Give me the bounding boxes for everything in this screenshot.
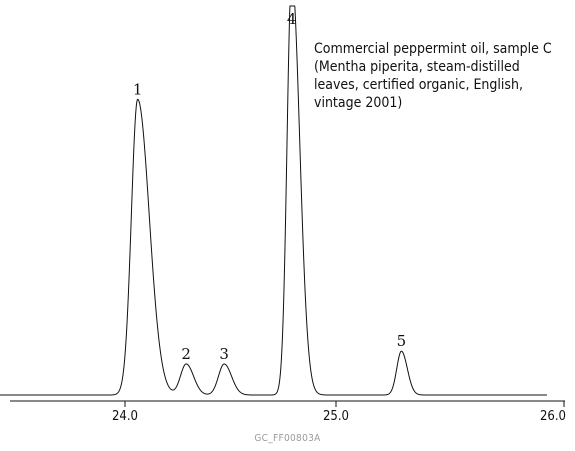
x-axis-ticks: 24.0 25.0 26.0 — [112, 401, 566, 424]
peak-label-4: 4 — [287, 10, 297, 28]
chromatogram-trace — [0, 5, 547, 396]
caption-line: vintage 2001) — [314, 95, 403, 111]
x-tick-label: 25.0 — [323, 409, 349, 424]
x-tick-label: 24.0 — [112, 409, 138, 424]
peak-label-1: 1 — [133, 80, 143, 98]
figure-code: GC_FF00803A — [254, 433, 321, 444]
peak-label-3: 3 — [219, 345, 229, 363]
peak-labels: 1 2 3 4 5 — [133, 10, 406, 363]
peak-label-2: 2 — [181, 345, 191, 363]
x-tick-label: 26.0 — [540, 409, 566, 424]
sample-caption: Commercial peppermint oil, sample C (Men… — [314, 40, 574, 112]
caption-line: leaves, certified organic, English, — [314, 77, 523, 93]
caption-line: Commercial peppermint oil, sample C — [314, 41, 552, 57]
peak-label-5: 5 — [397, 332, 407, 350]
caption-line: (Mentha piperita, steam-distilled — [314, 59, 520, 75]
